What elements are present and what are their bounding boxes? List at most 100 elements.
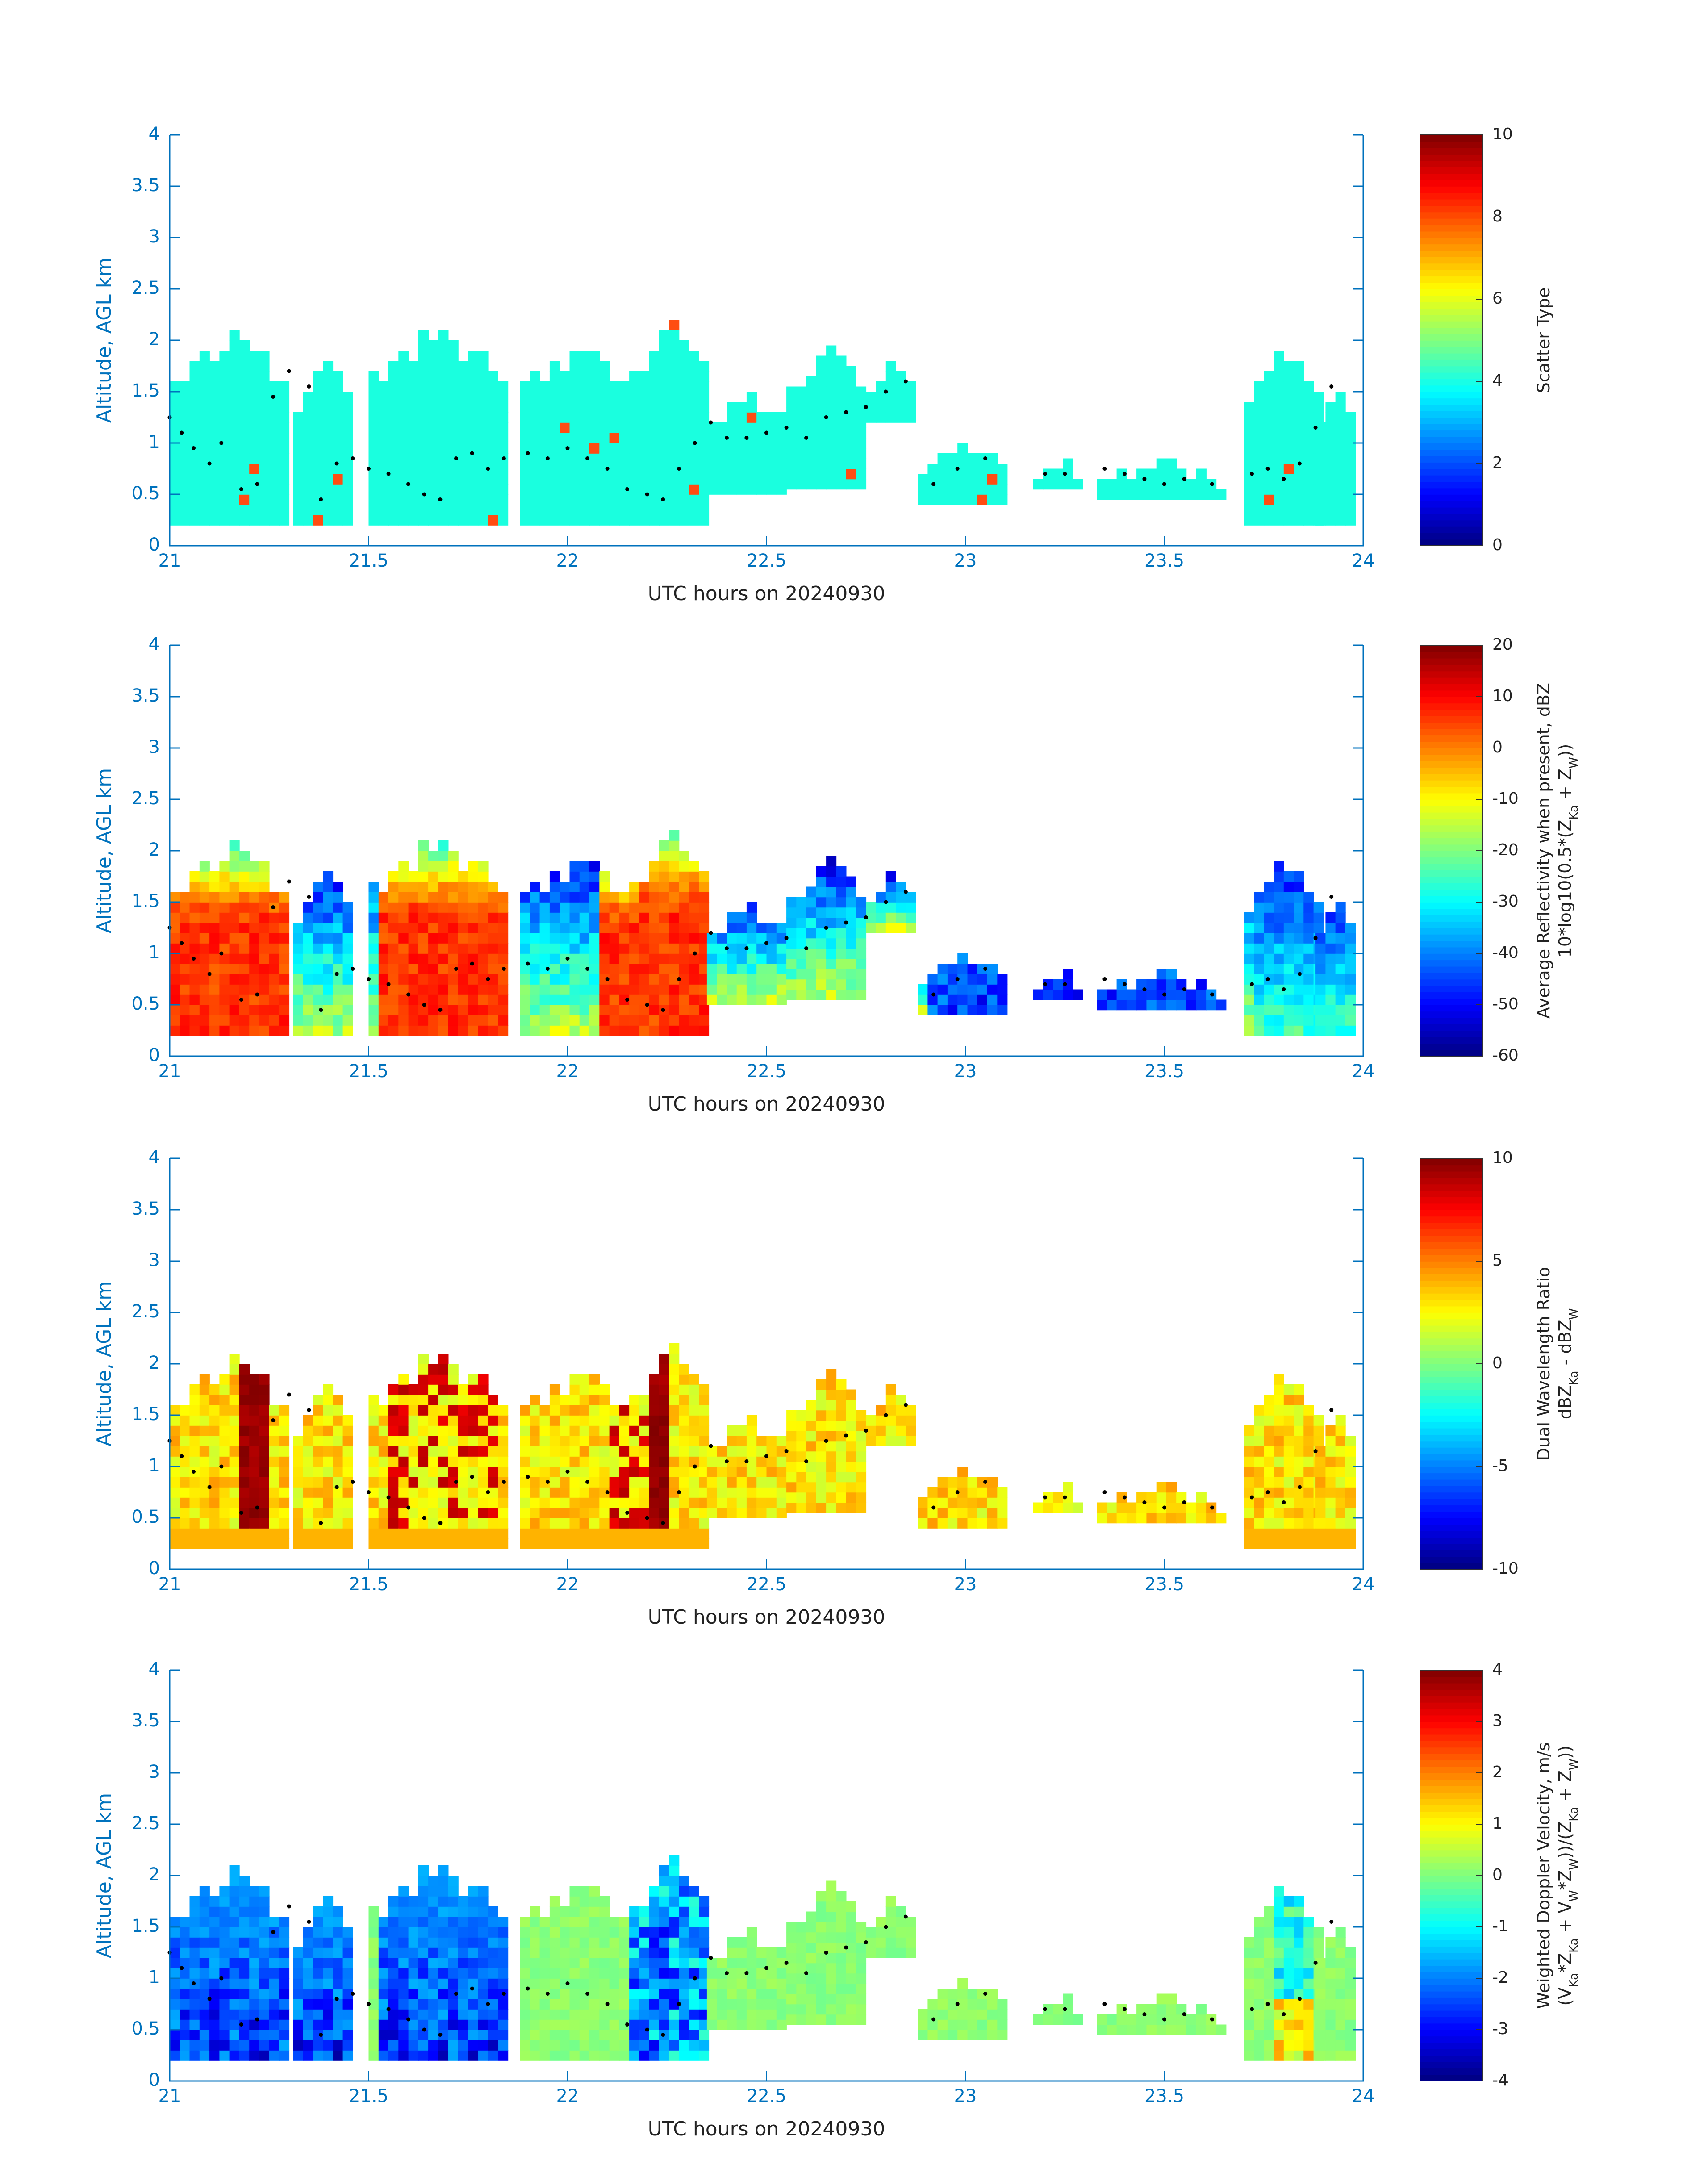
heatmap-cell	[368, 2050, 379, 2061]
heatmap-cell	[520, 402, 530, 413]
heatmap-cell	[333, 371, 343, 382]
heatmap-cell	[438, 2009, 449, 2020]
heatmap-cell	[1136, 1502, 1147, 1513]
centroid-dot	[255, 992, 259, 997]
heatmap-cell	[1166, 1513, 1177, 1524]
heatmap-cell	[1176, 1502, 1187, 1513]
heatmap-cell	[1303, 1508, 1314, 1518]
heatmap-cell	[498, 974, 509, 985]
heatmap-cell	[229, 923, 240, 933]
heatmap-cell	[378, 453, 389, 464]
heatmap-cell	[937, 1497, 948, 1508]
heatmap-cell	[408, 1927, 419, 1938]
heatmap-cell	[1254, 1015, 1265, 1026]
heatmap-cell	[478, 933, 489, 944]
heatmap-cell	[649, 964, 660, 974]
heatmap-cell	[569, 453, 580, 464]
heatmap-cell	[498, 2040, 509, 2051]
heatmap-cell	[259, 402, 270, 413]
heatmap-cell	[448, 943, 459, 954]
heatmap-cell	[579, 943, 590, 954]
colorbar-step	[1420, 1190, 1482, 1198]
heatmap-cell	[342, 1446, 353, 1457]
centroid-dot	[438, 497, 443, 501]
heatmap-cell	[229, 1865, 240, 1876]
heatmap-cell	[1283, 361, 1294, 372]
heatmap-cell	[398, 902, 409, 913]
heatmap-cell	[1116, 999, 1127, 1011]
heatmap-cell	[836, 417, 847, 428]
heatmap-cell	[679, 1467, 689, 1477]
centroid-dot	[207, 1485, 212, 1489]
heatmap-cell	[468, 1886, 479, 1897]
heatmap-cell	[488, 1467, 498, 1477]
heatmap-cell	[549, 1538, 560, 1549]
centroid-dot	[565, 446, 570, 450]
heatmap-cell	[259, 2009, 270, 2020]
heatmap-cell	[239, 1528, 250, 1539]
heatmap-cell	[428, 933, 439, 944]
y-tick-label: 0.5	[131, 1507, 160, 1527]
heatmap-cell	[1244, 1005, 1254, 1015]
heatmap-cell	[599, 1025, 610, 1036]
heatmap-cell	[342, 1436, 353, 1446]
heatmap-cell	[856, 897, 867, 908]
heatmap-cell	[689, 484, 699, 495]
y-tick-label: 1	[149, 942, 160, 963]
heatmap-cell	[269, 2040, 280, 2051]
heatmap-cell	[468, 402, 479, 413]
colorbar-step	[1420, 748, 1482, 755]
heatmap-cell	[368, 392, 379, 402]
heatmap-cell	[398, 2030, 409, 2040]
heatmap-cell	[279, 1518, 290, 1529]
heatmap-cell	[229, 953, 240, 964]
heatmap-cell	[1303, 422, 1314, 433]
heatmap-cell	[478, 1395, 489, 1405]
heatmap-cell	[418, 1906, 429, 1917]
heatmap-cell	[679, 1025, 689, 1036]
heatmap-cell	[1303, 402, 1314, 413]
heatmap-cell	[806, 907, 817, 918]
heatmap-cell	[1264, 453, 1274, 464]
centroid-dot	[526, 451, 530, 455]
heatmap-cell	[786, 979, 797, 990]
heatmap-cell	[438, 943, 449, 954]
heatmap-cell	[520, 1436, 530, 1446]
heatmap-cell	[180, 933, 190, 944]
heatmap-cell	[659, 453, 669, 464]
heatmap-cell	[579, 1446, 590, 1457]
heatmap-cell	[1325, 1508, 1336, 1518]
heatmap-cell	[786, 448, 797, 459]
heatmap-cell	[579, 1518, 590, 1529]
heatmap-cell	[766, 453, 777, 464]
heatmap-cell	[398, 1528, 409, 1539]
colorbar-step	[1420, 735, 1482, 742]
heatmap-cell	[323, 1927, 334, 1938]
heatmap-cell	[219, 1999, 230, 2010]
heatmap-cell	[408, 464, 419, 474]
heatmap-cell	[458, 1405, 469, 1416]
heatmap-cell	[388, 1538, 399, 1549]
heatmap-cell	[478, 1896, 489, 1907]
heatmap-cell	[388, 1446, 399, 1457]
heatmap-cell	[229, 1415, 240, 1426]
heatmap-cell	[1254, 1477, 1265, 1488]
heatmap-cell	[498, 1446, 509, 1457]
centroid-dot	[1063, 472, 1067, 476]
heatmap-cell	[1264, 882, 1274, 892]
heatmap-cell	[649, 422, 660, 433]
heatmap-cell	[1116, 489, 1127, 500]
heatmap-cell	[530, 1947, 540, 1958]
heatmap-cell	[438, 1487, 449, 1498]
heatmap-cell	[428, 2019, 439, 2030]
heatmap-cell	[478, 1999, 489, 2010]
centroid-dot	[764, 941, 768, 945]
heatmap-cell	[689, 1456, 699, 1467]
colorbar-step	[1420, 1498, 1482, 1506]
heatmap-cell	[239, 892, 250, 903]
heatmap-cell	[957, 1497, 968, 1508]
colorbar-step	[1420, 773, 1482, 781]
heatmap-cell	[786, 907, 797, 918]
heatmap-cell	[209, 464, 220, 474]
heatmap-cell	[1176, 479, 1187, 490]
